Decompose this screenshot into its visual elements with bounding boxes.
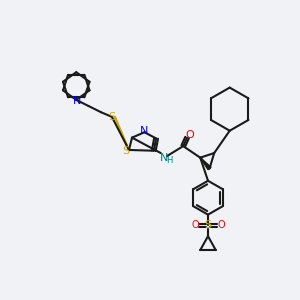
Text: N: N	[140, 127, 148, 136]
Text: O: O	[191, 220, 199, 230]
Text: S: S	[122, 146, 129, 156]
Text: S: S	[204, 220, 211, 230]
Text: O: O	[218, 220, 225, 230]
Polygon shape	[200, 158, 211, 170]
Text: N: N	[73, 96, 81, 106]
Text: O: O	[186, 130, 195, 140]
Text: S: S	[108, 112, 116, 122]
Text: H: H	[166, 156, 172, 165]
Text: N: N	[160, 153, 168, 164]
